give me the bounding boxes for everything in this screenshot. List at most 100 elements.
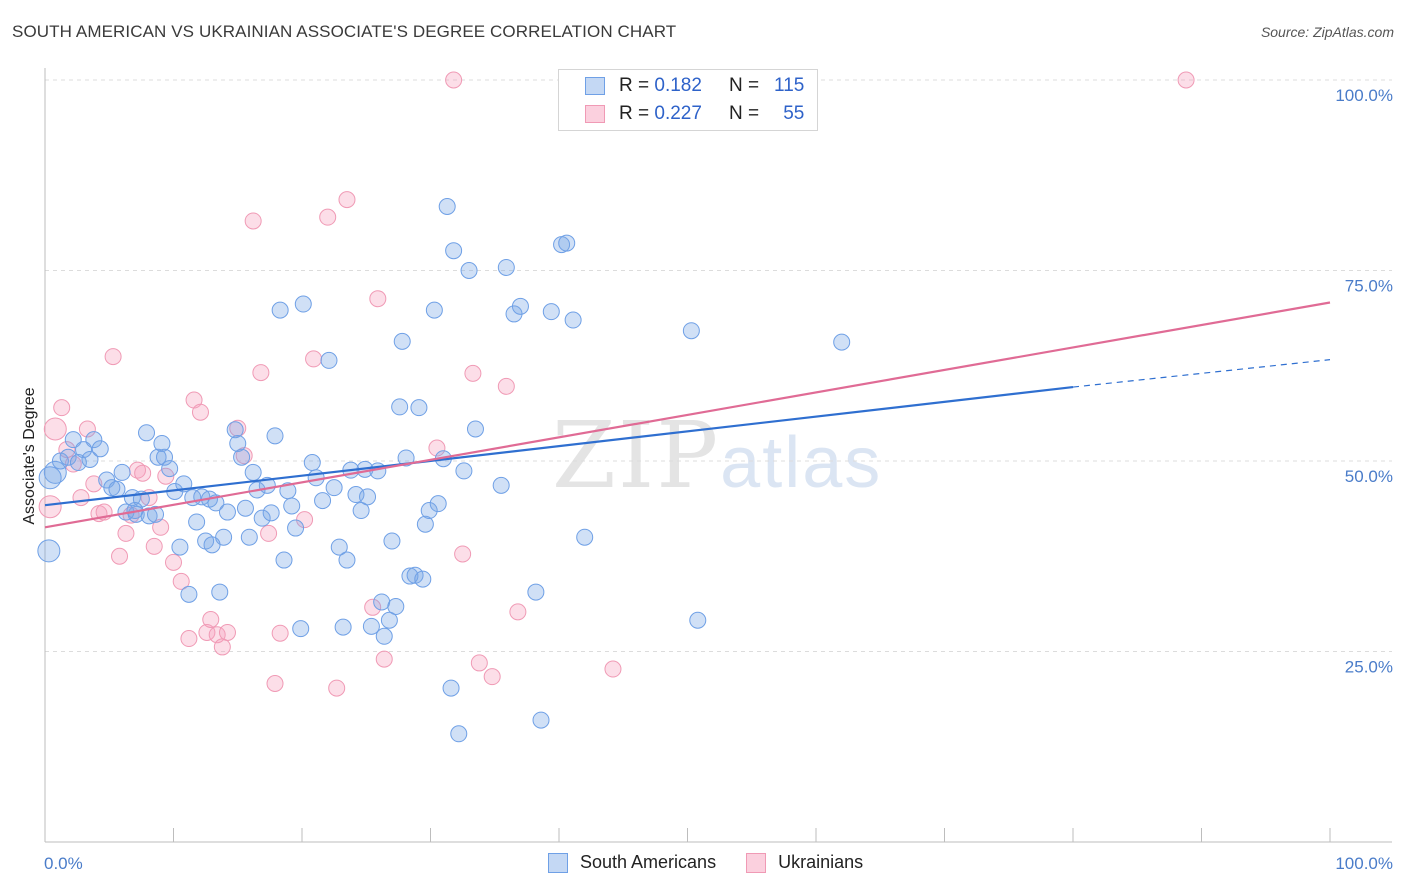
south-american-point bbox=[416, 515, 434, 533]
ukrainian-point bbox=[198, 623, 216, 641]
watermark: ZIPatlas bbox=[552, 402, 882, 509]
south-american-point bbox=[325, 479, 343, 497]
south-american-point bbox=[527, 583, 545, 601]
south-american-point bbox=[244, 463, 262, 481]
south-american-point bbox=[64, 431, 82, 449]
south-american-point bbox=[429, 495, 447, 513]
south-american-point bbox=[307, 469, 325, 487]
stats-legend: R = 0.182 N = 115 R = 0.227 N = 55 bbox=[558, 69, 818, 131]
south-american-point bbox=[147, 505, 165, 523]
south-american-point bbox=[108, 480, 126, 498]
ukrainian-point bbox=[271, 624, 289, 642]
south-american-point bbox=[38, 466, 62, 490]
south-american-point bbox=[287, 519, 305, 537]
south-american-point bbox=[460, 262, 478, 279]
south-american-point bbox=[91, 440, 109, 458]
ukrainian-point bbox=[134, 464, 152, 482]
legend-label: Ukrainians bbox=[778, 852, 864, 872]
ukrainian-point bbox=[305, 350, 323, 368]
ukrainian-point bbox=[428, 439, 446, 457]
ukrainian-point bbox=[85, 475, 103, 493]
south-american-point bbox=[362, 617, 380, 635]
ukrainians-points bbox=[38, 71, 1195, 697]
legend-row-south-americans: R = 0.182 N = 115 bbox=[585, 73, 804, 99]
south-american-point bbox=[425, 301, 443, 319]
south-american-point bbox=[203, 536, 221, 554]
south-american-point bbox=[161, 460, 179, 478]
south-american-point bbox=[338, 551, 356, 569]
south-american-point bbox=[240, 528, 258, 546]
ukrainian-point bbox=[72, 489, 90, 507]
south-american-point bbox=[138, 424, 156, 442]
south-american-point bbox=[226, 421, 244, 439]
south-americans-trend-line bbox=[44, 385, 1074, 507]
south-american-point bbox=[373, 593, 391, 611]
south-american-point bbox=[188, 513, 206, 531]
legend-swatch-blue bbox=[585, 77, 605, 95]
watermark-atlas: atlas bbox=[720, 423, 883, 503]
ukrainian-point bbox=[152, 518, 170, 536]
south-american-point bbox=[37, 539, 61, 563]
south-american-point bbox=[455, 462, 473, 480]
south-american-point bbox=[380, 611, 398, 629]
south-american-point bbox=[236, 499, 254, 517]
ukrainian-point bbox=[369, 290, 387, 308]
south-american-point bbox=[180, 585, 198, 603]
south-american-point bbox=[383, 532, 401, 550]
south-americans-trend-extension bbox=[1072, 359, 1331, 388]
south-american-point bbox=[564, 311, 582, 329]
south-american-point bbox=[438, 197, 456, 215]
legend-swatch-blue bbox=[548, 852, 568, 873]
legend-item-ukrainians[interactable]: Ukrainians bbox=[746, 852, 863, 873]
legend-r-value: 0.182 bbox=[654, 75, 702, 96]
source-label: Source: ZipAtlas.com bbox=[1260, 24, 1394, 40]
south-american-point bbox=[149, 448, 167, 466]
ukrainians-trend-line bbox=[44, 301, 1331, 529]
y-axis-label: Associate's Degree bbox=[21, 387, 38, 524]
legend-swatch-pink bbox=[585, 105, 605, 123]
south-american-point bbox=[689, 611, 707, 629]
south-american-point bbox=[542, 303, 560, 321]
grid bbox=[45, 79, 1392, 652]
ukrainian-point bbox=[497, 377, 515, 395]
ukrainian-point bbox=[604, 660, 622, 678]
legend-r-label: R = bbox=[619, 103, 650, 124]
south-american-point bbox=[294, 295, 312, 313]
ukrainian-point bbox=[509, 603, 527, 621]
axes bbox=[44, 68, 1392, 843]
ukrainian-point bbox=[117, 524, 135, 542]
south-american-point bbox=[253, 509, 271, 527]
ukrainian-point bbox=[260, 524, 278, 542]
south-american-point bbox=[75, 441, 93, 459]
south-american-point bbox=[218, 503, 236, 521]
ukrainian-point bbox=[104, 348, 122, 366]
legend-item-south-americans[interactable]: South Americans bbox=[548, 852, 716, 873]
south-american-point bbox=[320, 351, 338, 369]
south-american-point bbox=[393, 332, 411, 350]
axis-labels: 25.0% 50.0% 75.0% 100.0% 0.0% 100.0% Associate… bbox=[21, 86, 1393, 873]
x-tick-label: 0.0% bbox=[44, 854, 83, 873]
south-american-point bbox=[171, 538, 189, 556]
south-american-point bbox=[211, 583, 229, 601]
ukrainian-point bbox=[375, 650, 393, 668]
south-american-point bbox=[833, 333, 851, 351]
ukrainian-point bbox=[483, 668, 501, 686]
south-american-point bbox=[330, 538, 348, 556]
south-american-point bbox=[123, 489, 141, 507]
ukrainian-point bbox=[43, 417, 67, 441]
ukrainian-point bbox=[266, 675, 284, 693]
ukrainian-point bbox=[252, 364, 270, 382]
legend-n-value: 55 bbox=[783, 103, 805, 124]
south-american-point bbox=[314, 492, 332, 510]
ukrainian-point bbox=[213, 638, 231, 656]
south-american-point bbox=[445, 242, 463, 260]
ukrainian-point bbox=[157, 467, 175, 485]
y-tick-label: 25.0% bbox=[1345, 658, 1393, 677]
south-american-point bbox=[275, 551, 293, 569]
south-american-point bbox=[292, 620, 310, 638]
south-american-point bbox=[113, 463, 131, 481]
ukrainian-point bbox=[145, 537, 163, 555]
south-american-point bbox=[85, 431, 103, 449]
south-american-point bbox=[576, 528, 594, 546]
